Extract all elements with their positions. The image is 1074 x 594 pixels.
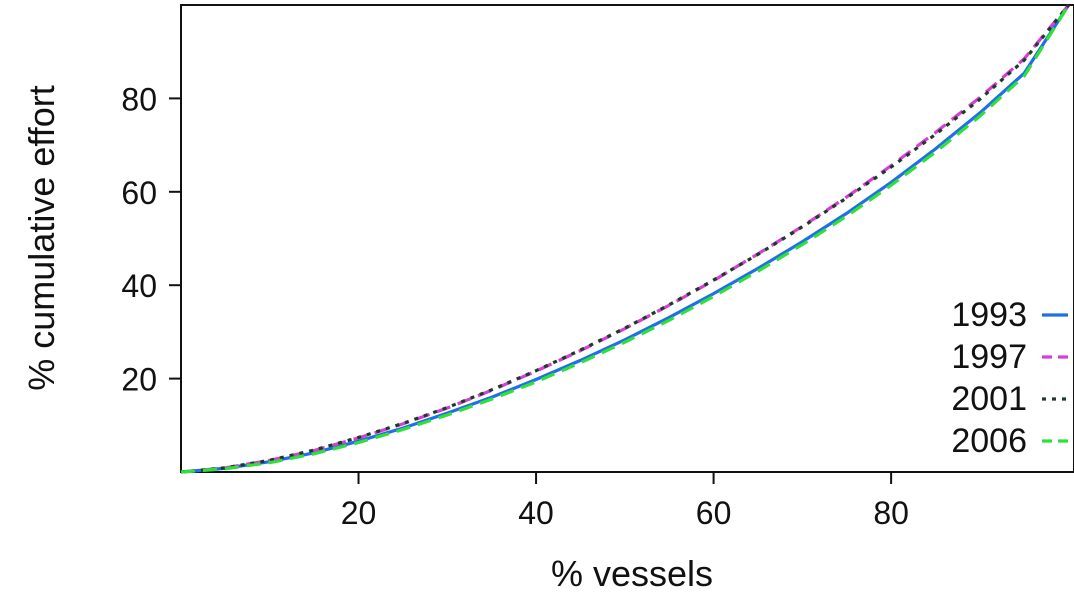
series-line-2001	[180, 3, 1070, 474]
x-tick-label: 60	[696, 495, 732, 531]
series-lines	[180, 3, 1070, 474]
legend: 1993 1997 2001 2006	[951, 296, 1068, 460]
y-tick-label: 80	[121, 81, 157, 117]
legend-label: 2001	[951, 380, 1027, 418]
x-axis-label: % vessels	[551, 553, 713, 594]
legend-label: 1997	[951, 338, 1027, 376]
y-axis: 20 40 60 80	[121, 81, 181, 398]
x-tick-label: 20	[341, 495, 377, 531]
y-tick-label: 20	[121, 362, 157, 398]
y-axis-label: % cumulative effort	[21, 85, 62, 390]
y-tick-label: 40	[121, 268, 157, 304]
x-axis: 20 40 60 80	[341, 472, 909, 531]
legend-label: 1993	[951, 296, 1027, 334]
x-tick-label: 80	[873, 495, 909, 531]
series-line-2006	[180, 4, 1070, 474]
legend-label: 2006	[951, 422, 1027, 460]
plot-frame	[180, 4, 1074, 473]
series-line-1997	[180, 3, 1070, 474]
x-tick-label: 40	[518, 495, 554, 531]
y-tick-label: 60	[121, 175, 157, 211]
series-line-1993	[180, 4, 1070, 474]
